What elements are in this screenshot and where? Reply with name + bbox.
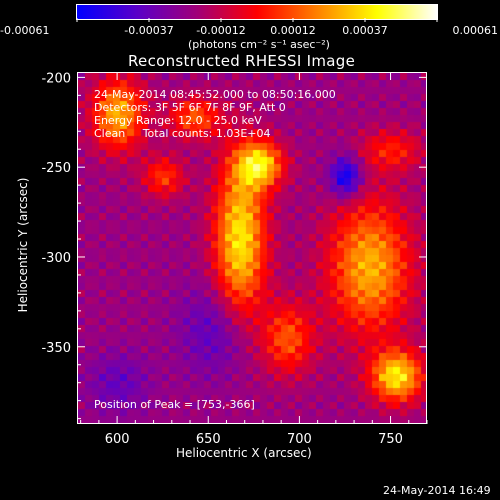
y-tick-label: -250: [41, 161, 71, 176]
y-axis-label: Heliocentric Y (arcsec): [16, 177, 30, 313]
x-tick-label: 700: [287, 432, 312, 447]
x-axis-label: Heliocentric X (arcsec): [176, 446, 312, 460]
colorbar-unit-label: (photons cm⁻² s⁻¹ asec⁻²): [188, 38, 330, 51]
colorbar-tick-label: 0.00037: [342, 24, 388, 37]
annotation-clean-counts: Clean Total counts: 1.03E+04: [94, 127, 271, 140]
x-tick-label: 600: [105, 432, 130, 447]
colorbar-tick-label: 0.00012: [270, 24, 316, 37]
chart-title: Reconstructed RHESSI Image: [128, 52, 356, 70]
annotation-detectors: Detectors: 3F 5F 6F 7F 8F 9F, Att 0: [94, 101, 286, 114]
y-tick-label: -350: [41, 341, 71, 356]
heatmap-image: [78, 73, 426, 423]
colorbar-tick-label: -0.00012: [196, 24, 246, 37]
x-tick-label: 750: [378, 432, 403, 447]
x-tick-label: 650: [196, 432, 221, 447]
annotation-time-range: 24-May-2014 08:45:52.000 to 08:50:16.000: [94, 88, 336, 101]
colorbar: [76, 4, 438, 20]
annotation-energy-range: Energy Range: 12.0 - 25.0 keV: [94, 114, 262, 127]
colorbar-tick-label: 0.00061: [452, 24, 499, 37]
colorbar-tick-label: -0.00037: [124, 24, 174, 37]
colorbar-tick-label: -0.00061: [0, 24, 50, 37]
y-tick-label: -300: [41, 251, 71, 266]
y-tick-label: -200: [41, 71, 71, 86]
annotation-peak-position: Position of Peak = [753,-366]: [94, 398, 255, 411]
heatmap-plot: [77, 72, 427, 424]
footer-timestamp: 24-May-2014 16:49: [383, 484, 491, 497]
